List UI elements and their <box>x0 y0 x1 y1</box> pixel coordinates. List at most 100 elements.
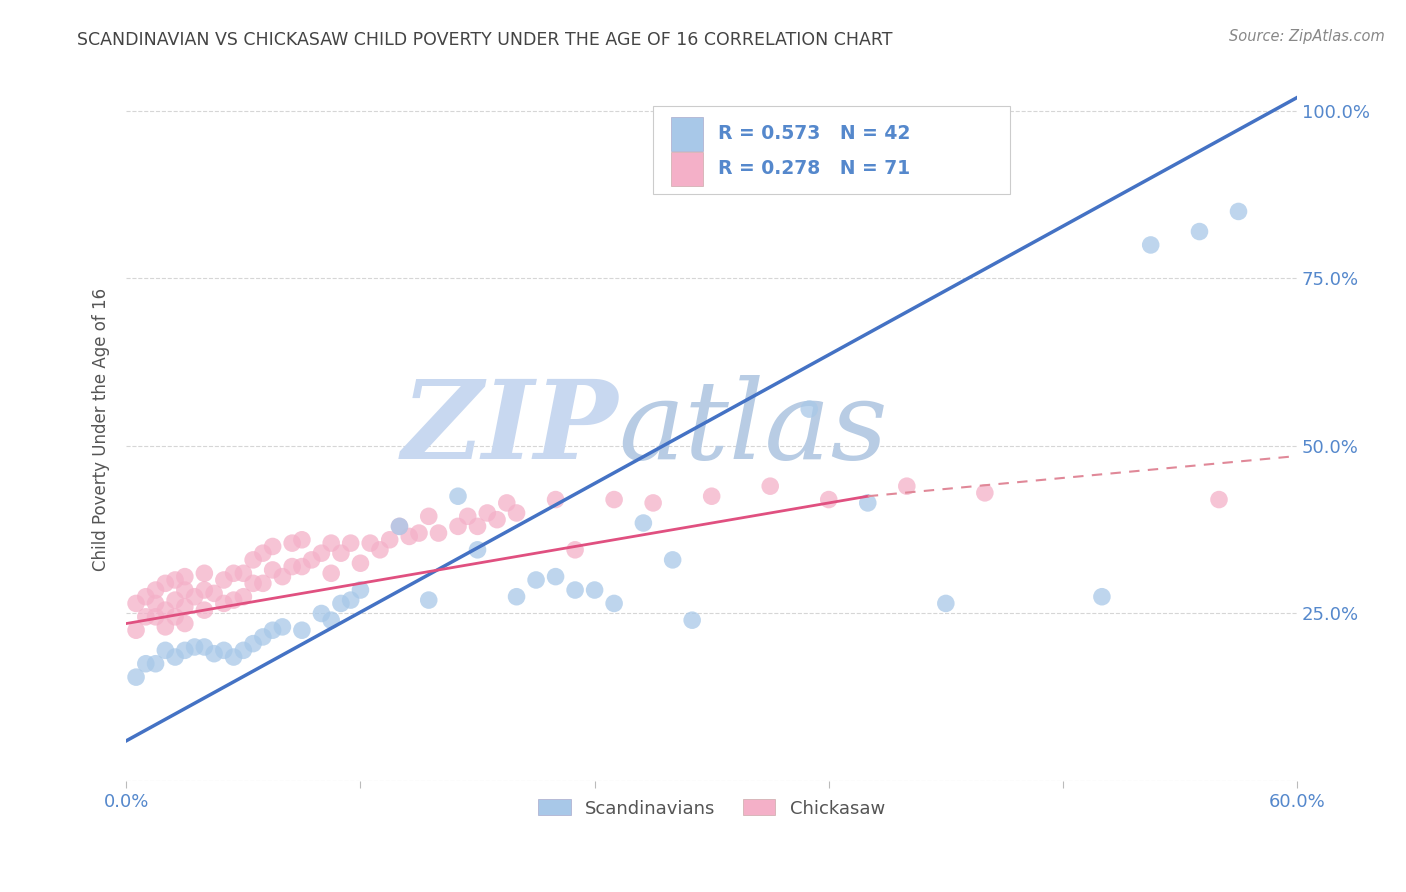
Legend: Scandinavians, Chickasaw: Scandinavians, Chickasaw <box>531 792 893 825</box>
Point <box>447 519 470 533</box>
Text: SCANDINAVIAN VS CHICKASAW CHILD POVERTY UNDER THE AGE OF 16 CORRELATION CHART: SCANDINAVIAN VS CHICKASAW CHILD POVERTY … <box>77 31 893 49</box>
Point <box>145 582 167 597</box>
Point <box>291 624 314 638</box>
Point <box>145 657 167 671</box>
Point <box>222 566 245 581</box>
Point <box>212 596 235 610</box>
Point <box>202 647 225 661</box>
Point <box>329 546 352 560</box>
Point <box>339 593 361 607</box>
Point <box>125 624 148 638</box>
Point <box>252 630 274 644</box>
Point <box>505 590 527 604</box>
Point <box>759 479 782 493</box>
Point <box>252 546 274 560</box>
Bar <box>671 152 703 186</box>
Point <box>125 596 148 610</box>
Point <box>856 496 879 510</box>
Point <box>155 620 177 634</box>
Point <box>447 489 470 503</box>
Point <box>242 576 264 591</box>
Point <box>1139 238 1161 252</box>
Point <box>544 492 567 507</box>
Point <box>467 519 489 533</box>
Point <box>359 536 381 550</box>
Point <box>271 620 294 634</box>
Bar <box>671 117 703 151</box>
Point <box>165 593 187 607</box>
Point <box>193 603 215 617</box>
Point <box>467 542 489 557</box>
Point <box>457 509 479 524</box>
Text: Source: ZipAtlas.com: Source: ZipAtlas.com <box>1229 29 1385 44</box>
Point <box>418 509 440 524</box>
Point <box>125 670 148 684</box>
Point <box>1188 225 1211 239</box>
Point <box>155 603 177 617</box>
Point <box>643 496 665 510</box>
Point <box>173 643 195 657</box>
Point <box>135 610 157 624</box>
Point <box>232 643 254 657</box>
Point <box>242 553 264 567</box>
FancyBboxPatch shape <box>654 105 1011 194</box>
Point <box>193 582 215 597</box>
Point <box>135 657 157 671</box>
Point <box>486 513 509 527</box>
Point <box>173 569 195 583</box>
Point <box>202 586 225 600</box>
Point <box>339 536 361 550</box>
Point <box>271 569 294 583</box>
Point <box>173 582 195 597</box>
Point <box>817 492 839 507</box>
Point <box>524 573 547 587</box>
Point <box>291 559 314 574</box>
Point <box>222 593 245 607</box>
Y-axis label: Child Poverty Under the Age of 16: Child Poverty Under the Age of 16 <box>93 287 110 571</box>
Point <box>973 486 995 500</box>
Point <box>155 576 177 591</box>
Point <box>262 563 284 577</box>
Point <box>281 536 304 550</box>
Point <box>935 596 957 610</box>
Point <box>232 566 254 581</box>
Point <box>183 640 205 654</box>
Point <box>633 516 655 530</box>
Text: R = 0.573   N = 42: R = 0.573 N = 42 <box>717 124 910 144</box>
Point <box>212 573 235 587</box>
Point <box>349 556 371 570</box>
Point <box>388 519 411 533</box>
Point <box>603 492 626 507</box>
Point <box>193 640 215 654</box>
Point <box>135 590 157 604</box>
Point <box>583 582 606 597</box>
Point <box>329 596 352 610</box>
Point <box>349 582 371 597</box>
Point <box>495 496 517 510</box>
Point <box>544 569 567 583</box>
Point <box>291 533 314 547</box>
Point <box>222 650 245 665</box>
Point <box>252 576 274 591</box>
Point <box>311 546 333 560</box>
Point <box>232 590 254 604</box>
Point <box>145 610 167 624</box>
Point <box>281 559 304 574</box>
Point <box>477 506 499 520</box>
Point <box>368 542 391 557</box>
Point <box>262 540 284 554</box>
Point <box>378 533 401 547</box>
Text: atlas: atlas <box>619 376 887 483</box>
Point <box>183 590 205 604</box>
Point <box>564 582 586 597</box>
Point <box>505 506 527 520</box>
Point <box>311 607 333 621</box>
Point <box>896 479 918 493</box>
Point <box>603 596 626 610</box>
Point <box>193 566 215 581</box>
Point <box>388 519 411 533</box>
Point <box>1227 204 1250 219</box>
Point <box>173 599 195 614</box>
Point <box>262 624 284 638</box>
Point <box>301 553 323 567</box>
